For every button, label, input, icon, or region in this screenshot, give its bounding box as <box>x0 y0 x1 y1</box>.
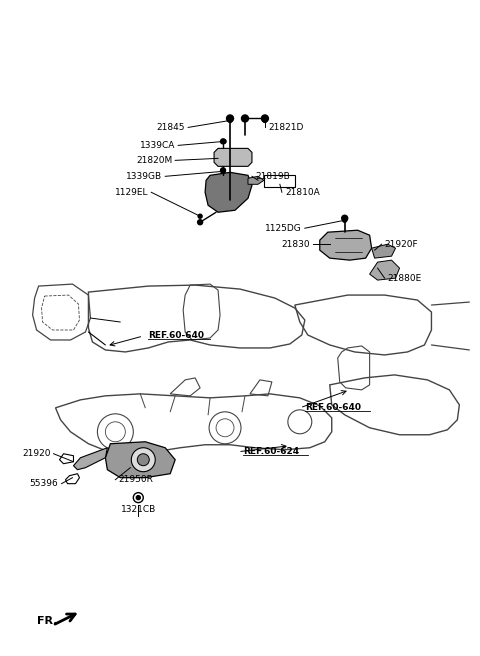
Text: 21810A: 21810A <box>285 188 320 197</box>
Circle shape <box>198 215 202 218</box>
Polygon shape <box>370 260 399 280</box>
Polygon shape <box>372 244 396 258</box>
Text: 1339GB: 1339GB <box>126 172 162 181</box>
Text: 1125DG: 1125DG <box>265 224 302 233</box>
Circle shape <box>198 220 203 225</box>
Text: REF.60-640: REF.60-640 <box>305 403 361 413</box>
Polygon shape <box>214 148 252 167</box>
Circle shape <box>137 454 149 466</box>
Circle shape <box>220 139 226 144</box>
Polygon shape <box>106 441 175 478</box>
Text: FR.: FR. <box>36 617 57 626</box>
Text: 1321CB: 1321CB <box>120 505 156 514</box>
Text: 21820M: 21820M <box>136 156 172 165</box>
Text: 21880E: 21880E <box>387 274 422 283</box>
Text: 21821D: 21821D <box>268 123 303 132</box>
Text: 21920: 21920 <box>22 449 50 459</box>
Circle shape <box>263 119 267 123</box>
Polygon shape <box>205 173 252 213</box>
Text: 21920F: 21920F <box>384 239 418 249</box>
Circle shape <box>262 115 268 122</box>
Text: 55396: 55396 <box>30 479 59 488</box>
Circle shape <box>222 140 226 144</box>
Text: REF.60-624: REF.60-624 <box>243 447 299 456</box>
Circle shape <box>228 119 232 123</box>
Text: 21845: 21845 <box>156 123 185 132</box>
Text: 1339CA: 1339CA <box>140 141 175 150</box>
Text: 21819B: 21819B <box>255 172 290 181</box>
Text: 21830: 21830 <box>281 239 310 249</box>
Circle shape <box>227 115 233 122</box>
Circle shape <box>220 168 226 173</box>
Circle shape <box>342 215 348 221</box>
Text: 1129EL: 1129EL <box>115 188 148 197</box>
Circle shape <box>343 218 347 222</box>
Text: 21950R: 21950R <box>119 475 153 484</box>
Polygon shape <box>320 230 372 260</box>
Polygon shape <box>73 448 108 470</box>
Circle shape <box>132 448 155 472</box>
Circle shape <box>241 115 249 122</box>
Circle shape <box>136 496 140 500</box>
Polygon shape <box>248 176 264 184</box>
Text: REF.60-640: REF.60-640 <box>148 331 204 340</box>
Circle shape <box>221 169 225 173</box>
